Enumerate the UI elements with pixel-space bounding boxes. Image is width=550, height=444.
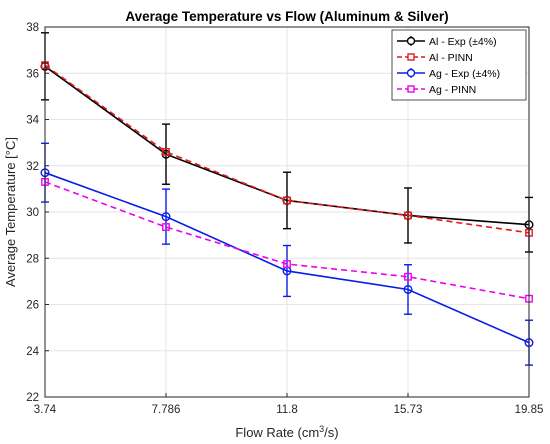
legend-item: Al - Exp (±4%) <box>397 36 497 48</box>
x-tick-label: 3.74 <box>34 404 57 416</box>
x-axis: 3.74 7.786 11.8 15.73 19.85 <box>34 393 544 416</box>
y-tick-label: 26 <box>26 300 39 312</box>
legend-item: Al - PINN <box>397 52 473 64</box>
data-point <box>403 284 413 294</box>
data-point <box>283 260 291 268</box>
series-line <box>44 181 530 300</box>
y-tick-label: 30 <box>26 207 39 219</box>
legend-label: Al - Exp (±4%) <box>429 36 497 48</box>
legend-marker <box>406 36 416 46</box>
data-point <box>404 272 412 281</box>
data-point <box>162 147 170 156</box>
data-point <box>283 196 291 205</box>
legend: Al - Exp (±4%) Al - PINN Ag - Exp (±4%) Ag … <box>391 29 527 101</box>
series-line <box>44 171 530 344</box>
legend-label: Al - PINN <box>429 52 473 64</box>
x-tick-label: 11.8 <box>276 404 298 416</box>
legend-marker <box>407 85 415 93</box>
y-tick-label: 36 <box>26 68 39 80</box>
data-point <box>162 223 170 231</box>
legend-item: Ag - Exp (±4%) <box>397 68 500 80</box>
y-tick-label: 24 <box>26 346 39 358</box>
legend-marker <box>406 68 416 78</box>
data-point <box>404 211 412 220</box>
legend-item: Ag - PINN <box>397 84 476 96</box>
legend-marker <box>407 53 415 61</box>
y-axis-label: Average Temperature [°C] <box>3 137 18 287</box>
y-tick-label: 34 <box>26 115 39 127</box>
legend-label: Ag - Exp (±4%) <box>429 68 500 80</box>
series-line <box>44 65 530 226</box>
y-tick-label: 38 <box>26 22 39 34</box>
series-ag-pinn <box>41 178 533 303</box>
legend-label: Ag - PINN <box>429 84 476 96</box>
chart-title: Average Temperature vs Flow (Aluminum & … <box>125 9 448 24</box>
y-tick-label: 28 <box>26 253 39 265</box>
y-tick-label: 32 <box>26 161 39 173</box>
x-tick-label: 7.786 <box>152 404 181 416</box>
data-point <box>161 212 171 222</box>
x-tick-label: 15.73 <box>394 404 423 416</box>
x-tick-label: 19.85 <box>515 404 544 416</box>
y-tick-label: 22 <box>26 392 39 404</box>
series-line <box>44 64 530 234</box>
y-axis: 22 24 26 28 30 32 34 36 38 <box>26 22 49 404</box>
x-axis-label: Flow Rate (cm3/s) <box>235 424 338 440</box>
